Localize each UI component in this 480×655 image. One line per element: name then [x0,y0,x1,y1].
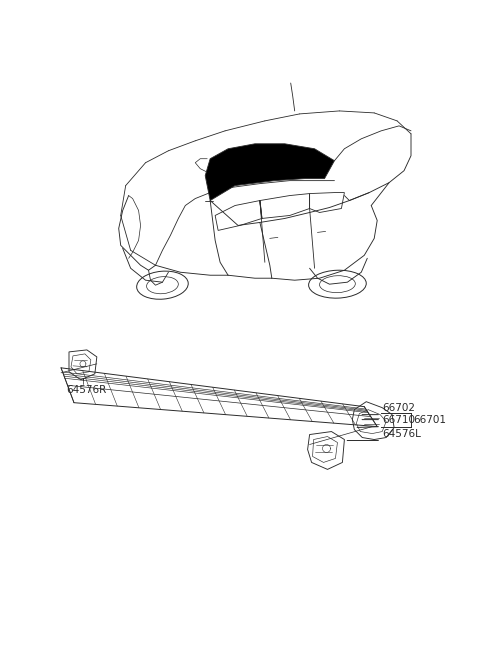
Text: 66701: 66701 [413,415,446,424]
Text: 64576R: 64576R [66,384,106,395]
Text: 66710: 66710 [382,415,415,424]
Text: 64576L: 64576L [382,428,421,439]
Text: 66702: 66702 [382,403,415,413]
Polygon shape [205,144,335,200]
